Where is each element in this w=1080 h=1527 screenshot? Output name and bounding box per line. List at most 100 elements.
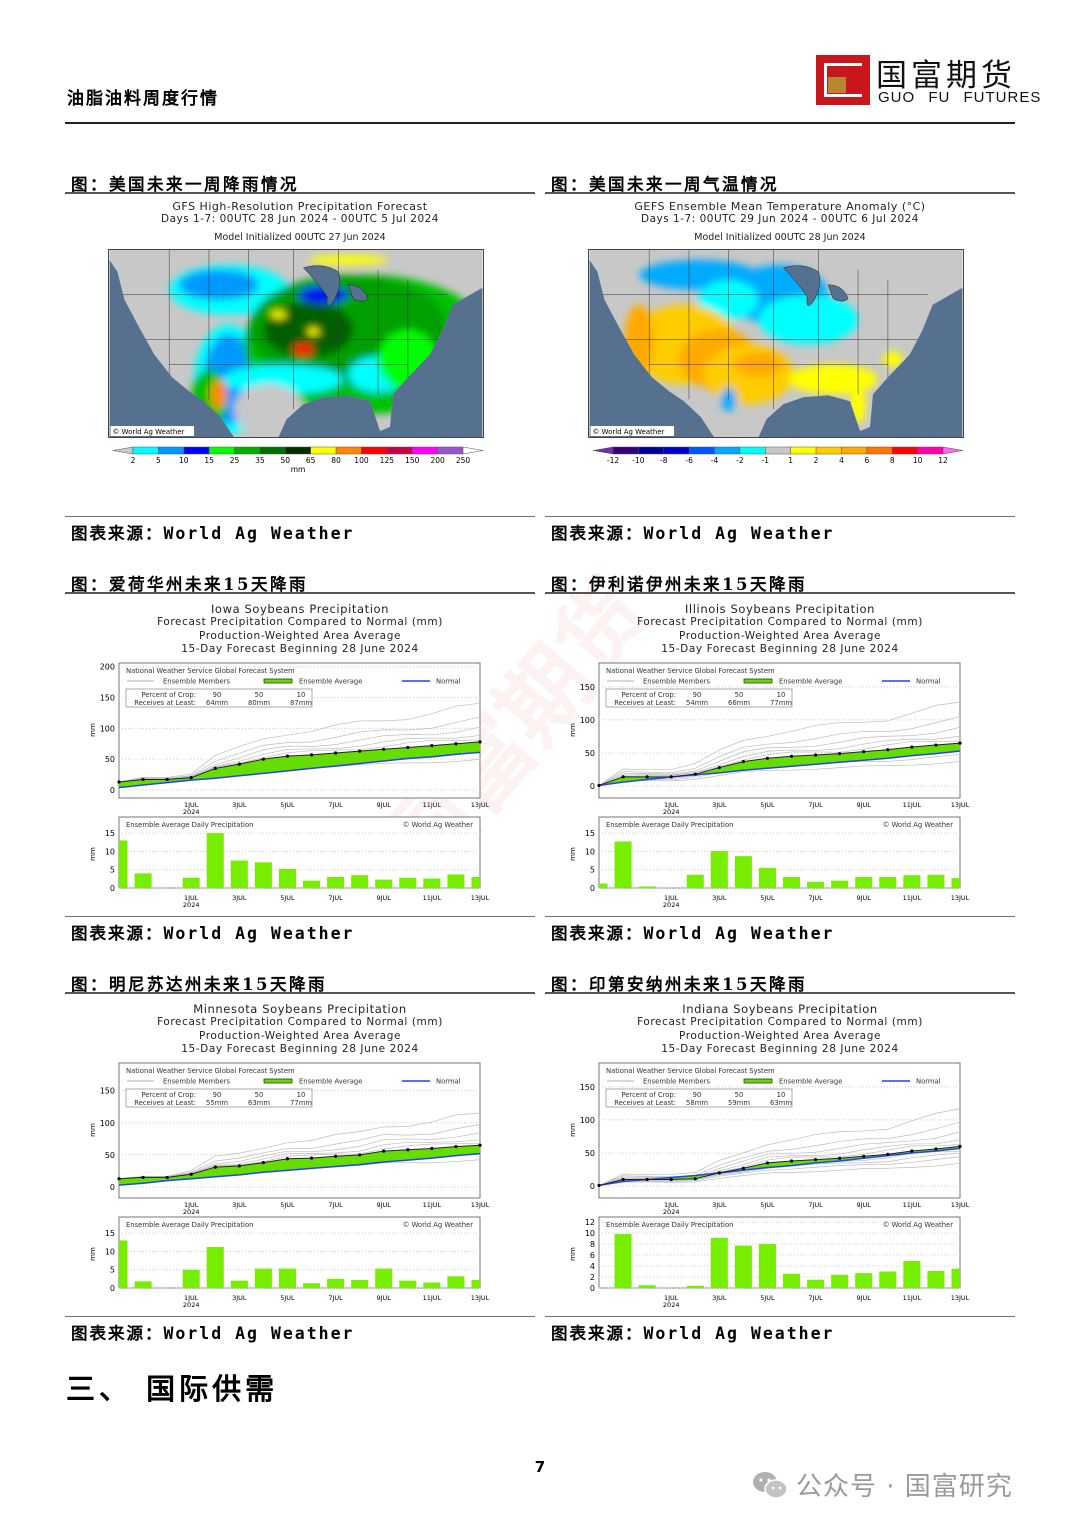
- x-tick-label: 1JUL: [664, 801, 679, 809]
- map-init-time: Model Initialized 00UTC 28 Jun 2024: [694, 232, 866, 243]
- colorbar-swatch: [132, 446, 159, 455]
- daily-precip-bar: [254, 1268, 272, 1288]
- x-tick-year: 2024: [663, 1208, 680, 1216]
- ensemble-average-point: [237, 1164, 241, 1168]
- x-tick-label: 9JUL: [857, 801, 872, 809]
- daily-precip-bar: [399, 877, 417, 888]
- x-tick-label: 9JUL: [377, 801, 392, 809]
- pct-value: 90: [693, 691, 702, 699]
- daily-x-tick-label: 9JUL: [857, 894, 872, 902]
- daily-precip-bar: [182, 877, 200, 888]
- ensemble-average-point: [430, 744, 434, 748]
- ensemble-average-point: [669, 1177, 673, 1182]
- wechat-watermark: 公众号 · 国富研究: [752, 1466, 1013, 1503]
- legend-system-label: National Weather Service Global Forecast…: [606, 667, 775, 675]
- legend-members-label: Ensemble Members: [163, 678, 230, 686]
- x-tick-label: 3JUL: [232, 801, 247, 809]
- colorbar-swatch: [714, 446, 741, 455]
- ensemble-average-point: [886, 1152, 890, 1156]
- x-tick-label: 5JUL: [280, 1201, 295, 1209]
- daily-precip-bar: [134, 873, 152, 888]
- x-tick-label: 11JUL: [903, 1201, 922, 1209]
- daily-x-tick-label: 7JUL: [808, 1294, 823, 1302]
- map-subtitle: Days 1-7: 00UTC 28 Jun 2024 - 00UTC 5 Ju…: [161, 213, 439, 225]
- ensemble-member-line: [118, 734, 481, 783]
- daily-precip-bar: [423, 1282, 441, 1288]
- map-credit: © World Ag Weather: [112, 428, 184, 436]
- y-tick-label: 150: [100, 1087, 115, 1096]
- map-init-time: Model Initialized 00UTC 27 Jun 2024: [214, 232, 386, 243]
- ensemble-average-point: [237, 762, 241, 766]
- average-legend-swatch: [743, 678, 773, 684]
- ensemble-member-line: [118, 702, 481, 783]
- x-tick-year: 2024: [183, 808, 200, 816]
- colorbar-swatch: [917, 446, 944, 455]
- colorbar-label: 2: [131, 456, 136, 465]
- chart-subtitle2: Production-Weighted Area Average: [198, 629, 402, 642]
- daily-y-tick-label: 8: [590, 1240, 595, 1249]
- legend-system-label: National Weather Service Global Forecast…: [126, 667, 295, 675]
- daily-precip-bar: [303, 1283, 321, 1288]
- colorbar-label: -1: [762, 456, 770, 465]
- daily-x-tick-label: 1JUL: [664, 894, 679, 902]
- daily-precip-bar: [855, 1273, 873, 1288]
- ensemble-vs-normal-band: [119, 741, 480, 788]
- x-tick-label: 9JUL: [857, 1201, 872, 1209]
- daily-precip-bar: [399, 1280, 417, 1288]
- receives-value: 63mm: [248, 1099, 270, 1107]
- legend-normal-label: Normal: [916, 1078, 941, 1086]
- colorbar-label: 4: [839, 456, 844, 465]
- receives-value: 55mm: [206, 1099, 228, 1107]
- caption-underline: [545, 992, 1015, 994]
- chart-subtitle1: Forecast Precipitation Compared to Norma…: [157, 1016, 443, 1029]
- daily-y-axis-label: mm: [570, 1247, 577, 1261]
- daily-y-tick-label: 0: [110, 884, 115, 893]
- chart-title: Iowa Soybeans Precipitation: [210, 602, 390, 616]
- y-tick-label: 150: [580, 1083, 595, 1092]
- daily-x-tick-label: 9JUL: [377, 894, 392, 902]
- figure-caption: 图：伊利诺伊州未来15天降雨: [551, 575, 807, 594]
- colorbar-label: 5: [156, 456, 161, 465]
- ensemble-average-point: [693, 772, 697, 776]
- ensemble-average-point: [117, 1177, 121, 1181]
- x-tick-label: 5JUL: [760, 801, 775, 809]
- daily-precip-bar: [447, 1276, 465, 1288]
- daily-x-tick-year: 2024: [183, 901, 200, 909]
- ensemble-average-line: [598, 742, 961, 786]
- chart-subtitle3: 15-Day Forecast Beginning 28 June 2024: [181, 642, 419, 655]
- colorbar-label: 80: [331, 456, 341, 465]
- daily-y-tick-label: 10: [585, 847, 595, 856]
- y-axis-label: mm: [570, 723, 577, 737]
- x-tick-label: 7JUL: [808, 1201, 823, 1209]
- receives-value: 87mm: [290, 699, 312, 707]
- colorbar-label: 250: [456, 456, 471, 465]
- receives-label: Receives at Least:: [134, 699, 196, 707]
- daily-x-tick-label: 9JUL: [377, 1294, 392, 1302]
- colorbar-label: 150: [405, 456, 420, 465]
- precipitation-chart: 0 50 100 150 0 2 4 6 8 10 12 mm mm 1JUL 1JUL 3JUL 3JUL 5J…: [569, 1060, 970, 1310]
- daily-precip-bar: [879, 877, 897, 888]
- daily-precip-bar: [951, 878, 960, 888]
- daily-precip-bar: [783, 877, 801, 888]
- colorbar-swatch: [411, 446, 438, 455]
- daily-x-tick-label: 5JUL: [760, 1294, 775, 1302]
- chart-subtitle3: 15-Day Forecast Beginning 28 June 2024: [661, 642, 899, 655]
- figure-source: 图表来源：World Ag Weather: [551, 524, 835, 543]
- pct-value: 10: [777, 1091, 786, 1099]
- colorbar-label: 100: [354, 456, 369, 465]
- ensemble-average-point: [838, 1156, 842, 1160]
- ensemble-average-point: [597, 1183, 601, 1188]
- ensemble-member-line: [118, 726, 481, 783]
- colorbar-swatch: [158, 446, 185, 455]
- daily-precip-bar: [182, 1269, 200, 1288]
- colorbar-swatch: [815, 446, 842, 455]
- ensemble-average-point: [406, 1148, 410, 1152]
- colorbar-label: -8: [660, 456, 668, 465]
- colorbar-swatch: [361, 446, 388, 455]
- daily-precip-bar: [423, 878, 441, 888]
- receives-label: Receives at Least:: [614, 1099, 676, 1107]
- caption-underline: [545, 192, 1015, 194]
- daily-y-tick-label: 0: [590, 884, 595, 893]
- pct-value: 90: [213, 691, 222, 699]
- y-tick-label: 50: [585, 749, 595, 758]
